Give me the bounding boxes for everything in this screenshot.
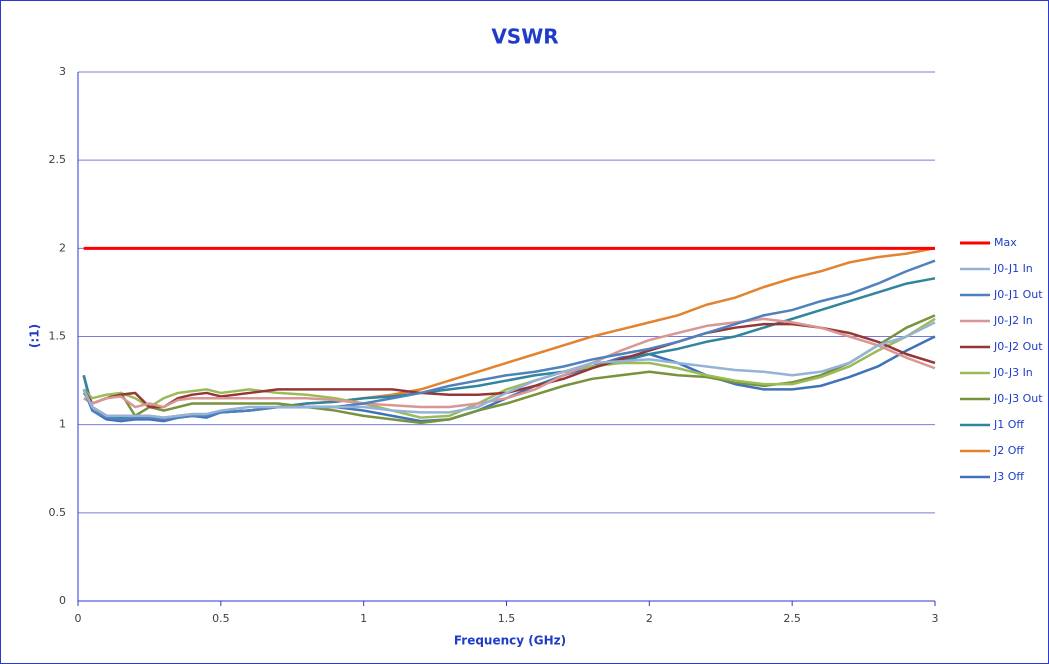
series-line [82, 259, 936, 421]
legend-label: J3 Off [993, 470, 1024, 483]
legend-label: J0-J3 In [993, 366, 1033, 379]
legend-label: J0-J1 Out [993, 288, 1043, 301]
y-tick-label: 1.5 [49, 330, 67, 343]
x-tick-label: 2.5 [783, 612, 801, 625]
legend-label: J1 Off [993, 418, 1024, 431]
x-tick-label: 2 [646, 612, 653, 625]
legend-label: Max [994, 236, 1017, 249]
legend-label: J0-J2 In [993, 314, 1033, 327]
series-line [82, 321, 936, 419]
x-tick-label: 3 [932, 612, 939, 625]
x-tick-label: 1 [360, 612, 367, 625]
x-tick-label: 1.5 [498, 612, 516, 625]
x-tick-label: 0.5 [212, 612, 230, 625]
chart-title: VSWR [491, 25, 558, 49]
legend-label: J0-J2 Out [993, 340, 1043, 353]
x-axis-title: Frequency (GHz) [454, 634, 566, 648]
series-line [82, 317, 936, 419]
y-tick-label: 3 [59, 65, 66, 78]
y-tick-label: 0.5 [49, 506, 67, 519]
x-tick-label: 0 [75, 612, 82, 625]
y-axis-title: (:1) [28, 324, 42, 348]
y-tick-label: 0 [59, 594, 66, 607]
series-line [83, 317, 936, 409]
legend-label: J2 Off [993, 444, 1024, 457]
y-tick-label: 1 [59, 418, 66, 431]
legend-label: J0-J1 In [993, 262, 1033, 275]
y-tick-label: 2 [59, 241, 66, 254]
y-tick-label: 2.5 [49, 153, 67, 166]
legend-label: J0-J3 Out [993, 392, 1043, 405]
